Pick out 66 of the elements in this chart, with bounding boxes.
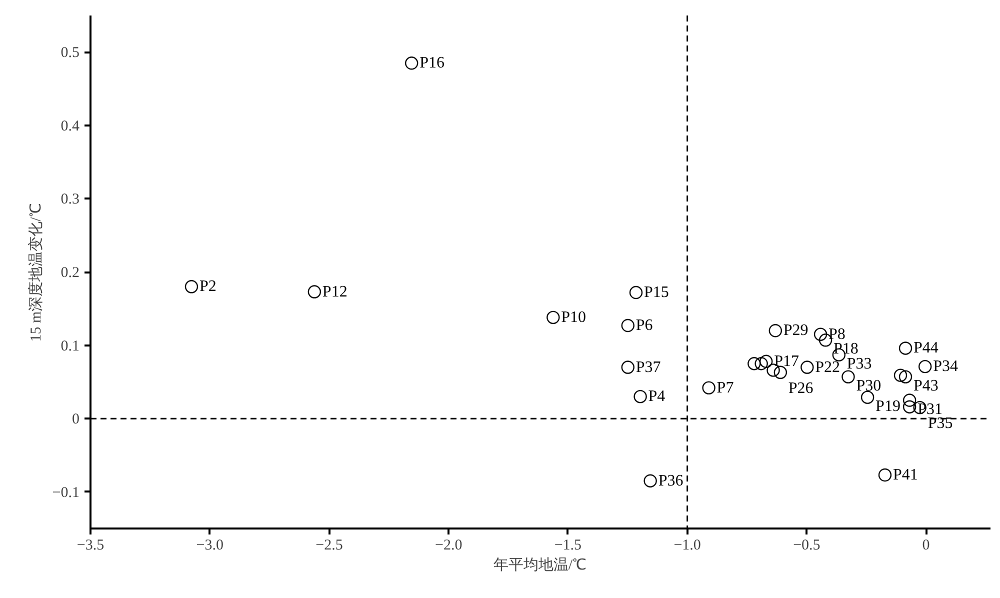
point [621, 360, 634, 374]
point [644, 474, 657, 488]
data-label: P29 [783, 322, 808, 340]
data-label: P17 [774, 352, 800, 370]
point [894, 368, 908, 382]
data-label: P43 [914, 377, 938, 394]
point [759, 354, 773, 368]
point [842, 370, 855, 384]
point [184, 280, 198, 294]
y-tick-label: 0.4 [60, 118, 80, 134]
data-label: P34 [933, 358, 958, 376]
data-label: P12 [322, 283, 348, 300]
point [800, 360, 814, 374]
y-tick-label: 0.1 [60, 338, 80, 354]
point [768, 324, 782, 338]
point [308, 285, 322, 298]
point [918, 360, 932, 374]
data-label: P10 [561, 308, 586, 326]
data-label: P7 [716, 379, 734, 396]
data-label: P30 [856, 377, 882, 394]
x-tick-label: −1.0 [674, 538, 701, 554]
point [898, 342, 912, 355]
point [902, 400, 916, 414]
point [621, 318, 634, 332]
data-label: P19 [876, 398, 900, 415]
point [774, 366, 788, 379]
data-label: P26 [788, 380, 814, 397]
point [898, 370, 912, 384]
data-label: P2 [199, 278, 216, 296]
point [860, 390, 874, 404]
x-axis-title: 年平均地温/℃ [493, 556, 587, 574]
data-label: P37 [636, 358, 661, 376]
point [902, 394, 916, 407]
data-label: P18 [834, 340, 858, 358]
point [754, 357, 768, 370]
data-label: P41 [892, 466, 918, 484]
y-axis-title: 15 m深度地温变化/℃ [27, 203, 44, 342]
data-label: P6 [636, 317, 653, 334]
x-tick-label: −3.0 [196, 538, 224, 554]
x-tick-label: −3.5 [76, 538, 104, 554]
y-tick-label: 0 [72, 412, 80, 428]
x-tick-label: −1.5 [554, 538, 582, 554]
point [404, 56, 418, 70]
data-label: P44 [914, 340, 938, 357]
point [546, 310, 560, 324]
y-tick-label: −0.1 [52, 484, 80, 501]
y-tick-label: 0.5 [60, 45, 80, 62]
point [814, 328, 828, 341]
point [878, 468, 892, 482]
point [748, 357, 761, 370]
data-label: P22 [815, 358, 840, 376]
x-tick-label: −2.5 [316, 538, 343, 554]
x-tick-label: −2.0 [434, 538, 462, 554]
point [629, 286, 643, 300]
data-label: P36 [658, 472, 684, 490]
x-tick-label: 0 [922, 538, 930, 554]
point [702, 381, 716, 394]
point [634, 390, 647, 404]
y-tick-label: 0.3 [60, 192, 80, 208]
data-label: P8 [828, 326, 846, 343]
data-label: P33 [846, 355, 872, 372]
data-label: P4 [648, 388, 666, 406]
y-tick-label: 0.2 [60, 265, 80, 281]
data-label: P16 [420, 54, 444, 72]
data-label: P15 [644, 284, 669, 302]
x-tick-label: −0.5 [793, 538, 820, 554]
